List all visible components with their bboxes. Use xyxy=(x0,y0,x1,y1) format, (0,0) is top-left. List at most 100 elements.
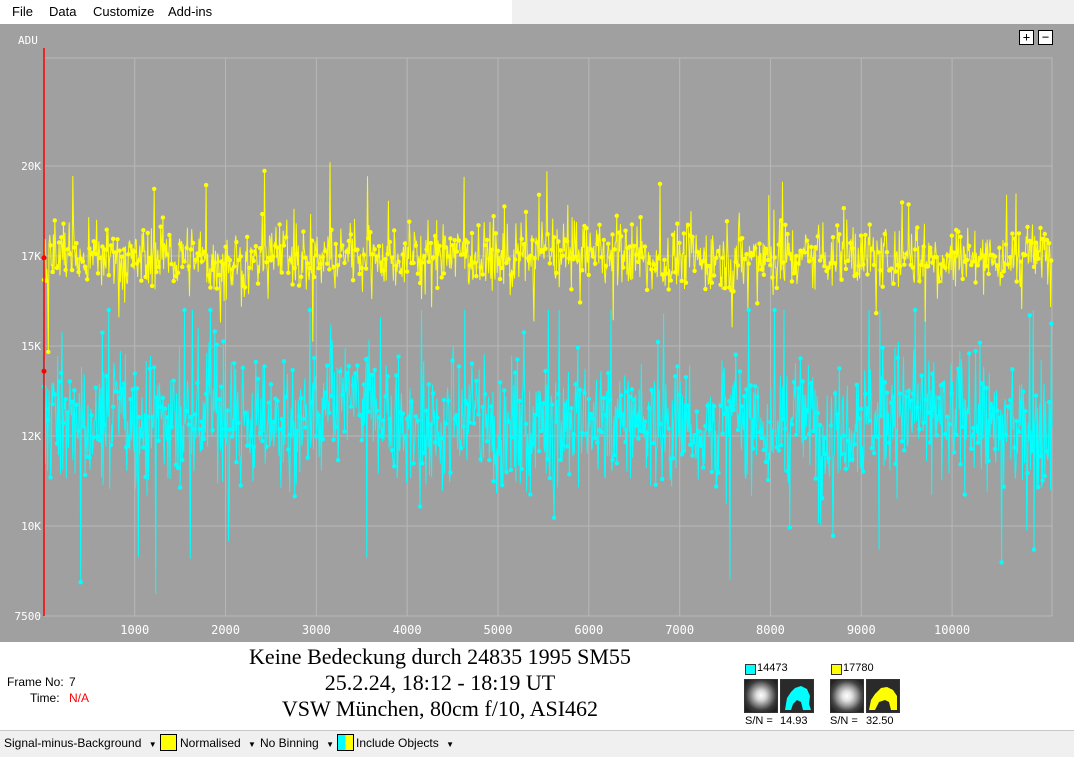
data-point xyxy=(104,227,109,232)
data-point xyxy=(61,420,66,426)
data-point xyxy=(229,434,235,439)
data-point xyxy=(612,453,617,458)
data-point xyxy=(115,237,120,242)
data-point xyxy=(934,433,939,438)
data-point xyxy=(428,422,434,427)
data-point xyxy=(132,371,137,376)
data-point xyxy=(832,391,838,396)
data-point xyxy=(52,218,57,223)
data-point xyxy=(958,234,963,239)
data-point xyxy=(467,263,472,268)
data-point xyxy=(236,420,241,426)
data-point xyxy=(912,247,918,252)
data-point xyxy=(876,434,881,440)
x-tick-label: 1000 xyxy=(120,623,149,637)
data-point xyxy=(869,247,875,252)
zoom-in-button[interactable]: + xyxy=(1019,30,1034,45)
data-point xyxy=(711,273,717,278)
data-point xyxy=(910,391,916,396)
data-point xyxy=(366,409,371,414)
data-point xyxy=(621,412,626,417)
data-point xyxy=(368,230,373,235)
data-point xyxy=(999,560,1004,565)
data-point xyxy=(610,457,615,463)
data-point xyxy=(623,439,628,445)
data-point xyxy=(80,424,86,429)
data-point xyxy=(880,345,885,350)
data-point xyxy=(294,428,300,434)
data-point xyxy=(193,257,198,263)
data-point xyxy=(608,397,613,402)
menu-file[interactable]: File xyxy=(12,4,33,19)
data-point xyxy=(755,301,760,306)
data-point xyxy=(640,429,645,434)
data-point xyxy=(1010,367,1015,372)
data-point xyxy=(995,408,1000,414)
info-panel: Frame No: 7 Time: N/A Keine Bedeckung du… xyxy=(0,642,1074,730)
data-point xyxy=(491,214,496,219)
data-point xyxy=(437,442,442,447)
data-point xyxy=(325,261,330,266)
data-point xyxy=(156,264,161,270)
data-point xyxy=(839,452,844,457)
data-point xyxy=(997,415,1002,421)
data-point xyxy=(854,271,859,277)
data-point xyxy=(98,255,103,261)
data-point xyxy=(791,380,797,385)
binning-dropdown[interactable]: No Binning ▼ xyxy=(260,736,334,750)
data-point xyxy=(227,427,233,432)
include-objects-dropdown[interactable]: Include Objects ▼ xyxy=(356,736,454,750)
data-point xyxy=(190,240,196,246)
data-point xyxy=(770,428,775,434)
menu-data[interactable]: Data xyxy=(49,4,77,19)
data-point xyxy=(679,278,684,284)
data-point xyxy=(48,243,53,248)
data-point xyxy=(424,247,429,252)
data-point xyxy=(46,418,51,423)
data-point xyxy=(517,398,522,404)
data-point xyxy=(815,410,820,416)
data-point xyxy=(193,412,198,417)
data-point xyxy=(184,245,189,251)
data-point xyxy=(556,239,561,244)
signal-mode-dropdown[interactable]: Signal-minus-Background ▼ xyxy=(4,736,157,750)
normalised-dropdown[interactable]: Normalised ▼ xyxy=(180,736,256,750)
data-point xyxy=(165,415,170,420)
menu-customize[interactable]: Customize xyxy=(93,4,155,19)
data-point xyxy=(359,438,364,443)
data-point xyxy=(141,445,146,450)
data-point xyxy=(822,264,827,269)
data-point xyxy=(307,265,313,271)
object2-aperture-icon xyxy=(869,687,897,710)
zoom-out-button[interactable]: − xyxy=(1038,30,1053,45)
data-point xyxy=(407,414,412,419)
data-point xyxy=(824,268,829,274)
data-point xyxy=(623,228,628,233)
frame-label: Frame No: xyxy=(7,675,64,689)
data-point xyxy=(809,380,814,386)
data-point xyxy=(828,260,833,266)
data-point xyxy=(530,238,535,243)
data-point xyxy=(247,442,252,448)
data-point xyxy=(173,274,179,279)
data-point xyxy=(878,268,883,273)
menu-addins[interactable]: Add-ins xyxy=(168,4,213,19)
data-point xyxy=(1033,393,1039,398)
data-point xyxy=(824,451,829,456)
data-point xyxy=(340,392,345,398)
normalised-color-swatch[interactable] xyxy=(160,734,177,751)
data-point xyxy=(89,413,94,418)
data-point xyxy=(173,462,179,467)
data-point xyxy=(627,394,632,399)
data-point xyxy=(809,244,814,250)
data-point xyxy=(638,215,643,220)
include-objects-color-swatch[interactable] xyxy=(337,734,354,751)
data-point xyxy=(156,438,161,443)
data-point xyxy=(811,428,816,434)
data-point xyxy=(357,271,362,277)
data-point xyxy=(599,430,604,435)
data-point xyxy=(309,238,315,243)
light-curve-plot[interactable]: 1000 2000 3000 4000 5000 6000 7000 8000 9000 1000… xyxy=(0,24,1074,642)
data-point xyxy=(422,450,427,456)
data-point xyxy=(586,396,591,402)
